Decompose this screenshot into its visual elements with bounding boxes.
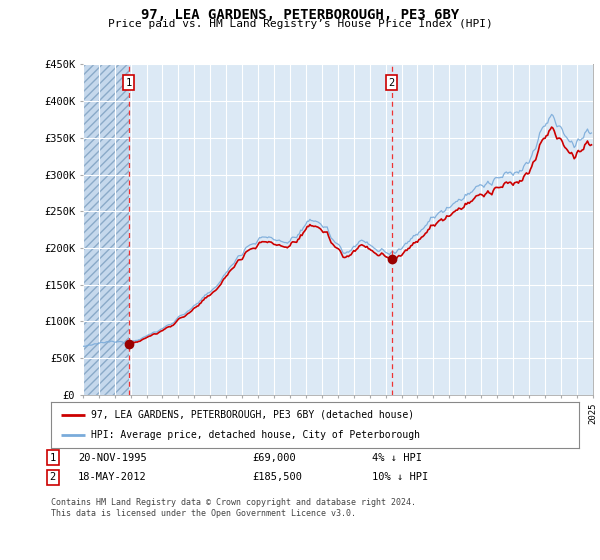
Text: 20-NOV-1995: 20-NOV-1995 [78, 452, 147, 463]
Text: 2: 2 [50, 472, 56, 482]
Text: HPI: Average price, detached house, City of Peterborough: HPI: Average price, detached house, City… [91, 430, 419, 440]
Text: 97, LEA GARDENS, PETERBOROUGH, PE3 6BY (detached house): 97, LEA GARDENS, PETERBOROUGH, PE3 6BY (… [91, 410, 414, 420]
Text: £69,000: £69,000 [252, 452, 296, 463]
Text: 2: 2 [388, 78, 395, 88]
Bar [83, 64, 129, 395]
Text: 10% ↓ HPI: 10% ↓ HPI [372, 472, 428, 482]
Text: 4% ↓ HPI: 4% ↓ HPI [372, 452, 422, 463]
Text: £185,500: £185,500 [252, 472, 302, 482]
Text: 18-MAY-2012: 18-MAY-2012 [78, 472, 147, 482]
Text: Price paid vs. HM Land Registry’s House Price Index (HPI): Price paid vs. HM Land Registry’s House … [107, 19, 493, 29]
Text: 1: 1 [125, 78, 132, 88]
Text: Contains HM Land Registry data © Crown copyright and database right 2024.
This d: Contains HM Land Registry data © Crown c… [51, 498, 416, 518]
Text: 1: 1 [50, 452, 56, 463]
Text: 97, LEA GARDENS, PETERBOROUGH, PE3 6BY: 97, LEA GARDENS, PETERBOROUGH, PE3 6BY [141, 8, 459, 22]
